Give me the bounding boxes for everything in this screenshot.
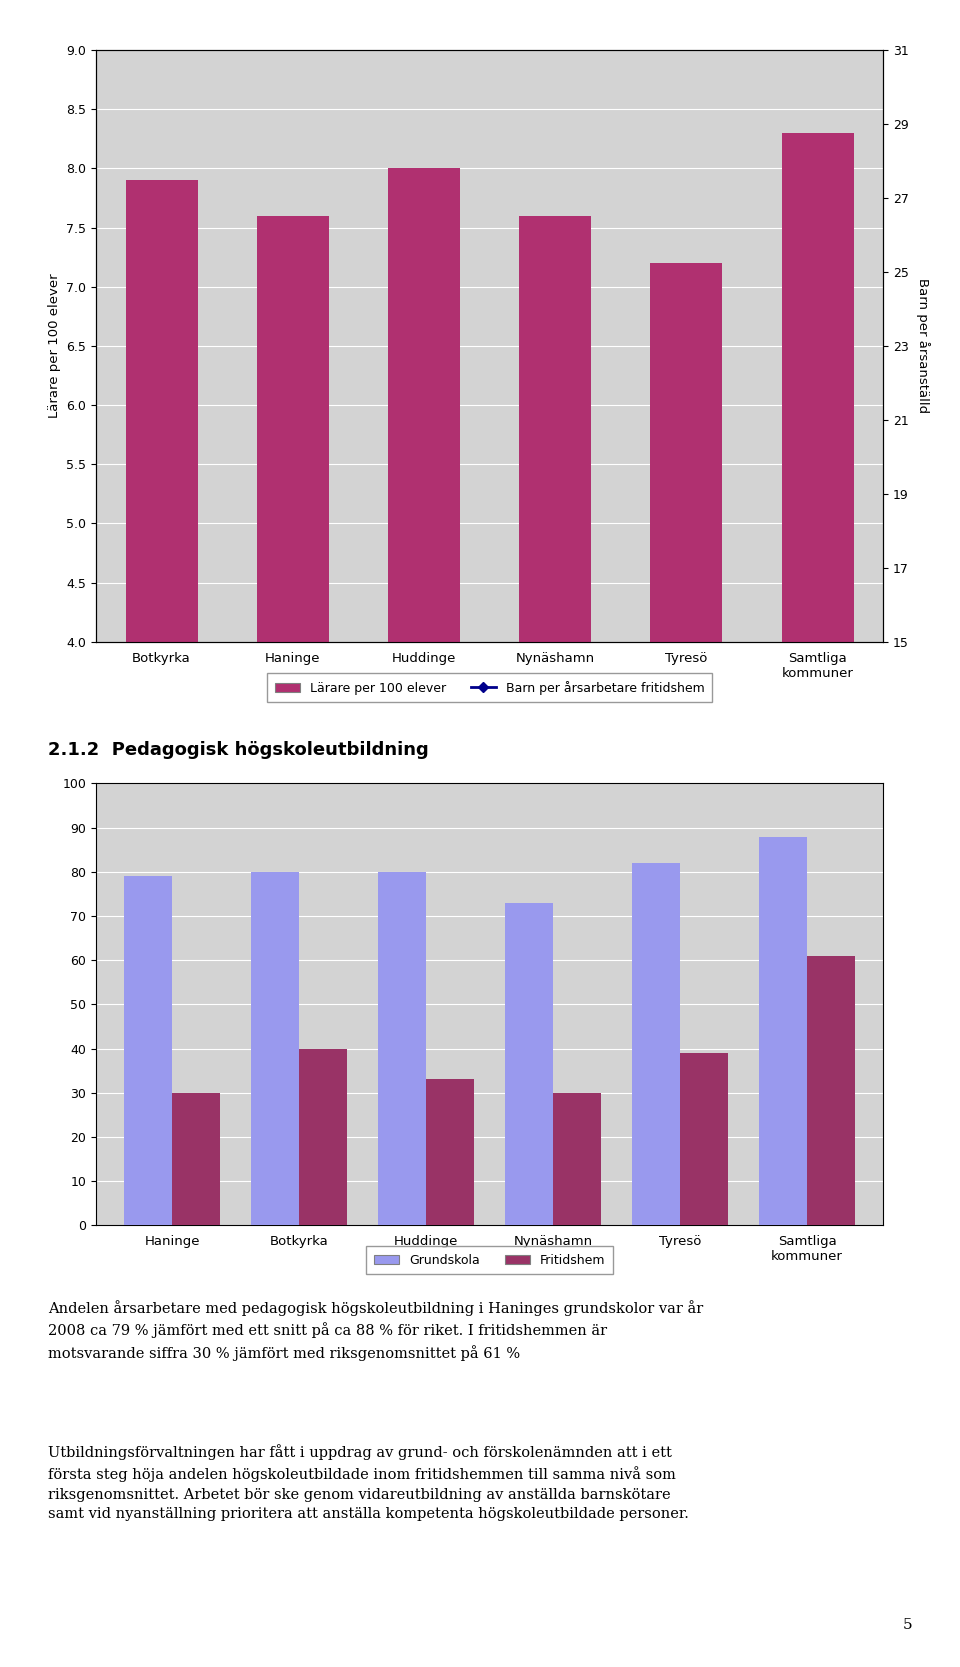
Legend: Grundskola, Fritidshem: Grundskola, Fritidshem	[367, 1247, 612, 1274]
Bar	[781, 133, 853, 1115]
Text: 2.1.2  Pedagogisk högskoleutbildning: 2.1.2 Pedagogisk högskoleutbildning	[48, 742, 429, 758]
Bar	[251, 872, 300, 1225]
Bar	[126, 180, 198, 1115]
Bar	[124, 877, 172, 1225]
Text: Utbildningsförvaltningen har fått i uppdrag av grund- och förskolenämnden att i : Utbildningsförvaltningen har fått i uppd…	[48, 1444, 689, 1522]
Text: Andelen årsarbetare med pedagogisk högskoleutbildning i Haninges grundskolor var: Andelen årsarbetare med pedagogisk högsk…	[48, 1300, 704, 1360]
Bar	[426, 1080, 474, 1225]
Bar	[632, 864, 680, 1225]
Bar	[758, 837, 807, 1225]
Bar	[650, 263, 723, 1115]
Bar	[388, 168, 460, 1115]
Bar	[519, 215, 591, 1115]
Text: 5: 5	[902, 1619, 912, 1632]
Bar	[680, 1054, 729, 1225]
Bar	[256, 215, 329, 1115]
Bar	[505, 904, 553, 1225]
Legend: Lärare per 100 elever, Barn per årsarbetare fritidshem: Lärare per 100 elever, Barn per årsarbet…	[267, 673, 712, 702]
Bar	[378, 872, 426, 1225]
Bar	[300, 1049, 348, 1225]
Y-axis label: Barn per årsanställd: Barn per årsanställd	[916, 278, 929, 413]
Bar	[172, 1094, 221, 1225]
Bar	[807, 955, 855, 1225]
Y-axis label: Lärare per 100 elever: Lärare per 100 elever	[48, 273, 60, 418]
Bar	[553, 1094, 601, 1225]
